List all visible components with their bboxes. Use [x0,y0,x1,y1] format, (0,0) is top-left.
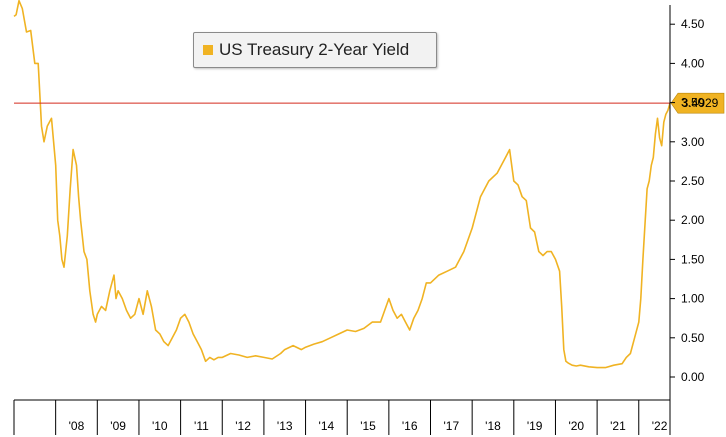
x-tick-label: '22 [652,419,668,433]
last-value-badge: 3.4929 [681,96,719,111]
x-tick-label: '09 [110,419,126,433]
plot-area [13,0,725,369]
legend-swatch [203,45,213,55]
x-tick-label: '21 [610,419,626,433]
series-line [13,0,671,369]
y-tick-label: 3.00 [681,135,705,149]
axes: 0.00 0.50 1.00 1.50 2.00 2.50 3.00 3.50 4.00 4.50… [13,5,705,435]
y-tick-label: 4.00 [681,56,705,70]
x-tick-label: '11 [194,419,209,433]
y-tick-label: 3.50 [681,96,705,110]
y-tick-label: 4.50 [681,17,705,31]
x-tick-label: '18 [485,419,501,433]
x-tick-label: '13 [277,419,293,433]
x-tick-label: '20 [568,419,584,433]
x-tick-label: '14 [319,419,335,433]
legend-label: US Treasury 2-Year Yield [219,40,410,59]
x-tick-label: '17 [444,419,460,433]
y-tick-label: 1.50 [681,252,705,266]
x-tick-label: '08 [69,419,85,433]
y-tick-label: 2.50 [681,174,705,188]
last-value-badge-shape [670,92,725,114]
x-tick-label: '10 [152,419,168,433]
y-tick-label: 1.00 [681,292,705,306]
x-tick-label: '12 [235,419,251,433]
x-tick-label: '19 [527,419,543,433]
x-tick-label: '15 [360,419,376,433]
y-tick-label: 0.00 [681,370,705,384]
y-tick-label: 2.00 [681,213,705,227]
y-tick-label: 0.50 [681,331,705,345]
x-tick-label: '16 [402,419,418,433]
legend: US Treasury 2-Year Yield [193,32,437,68]
